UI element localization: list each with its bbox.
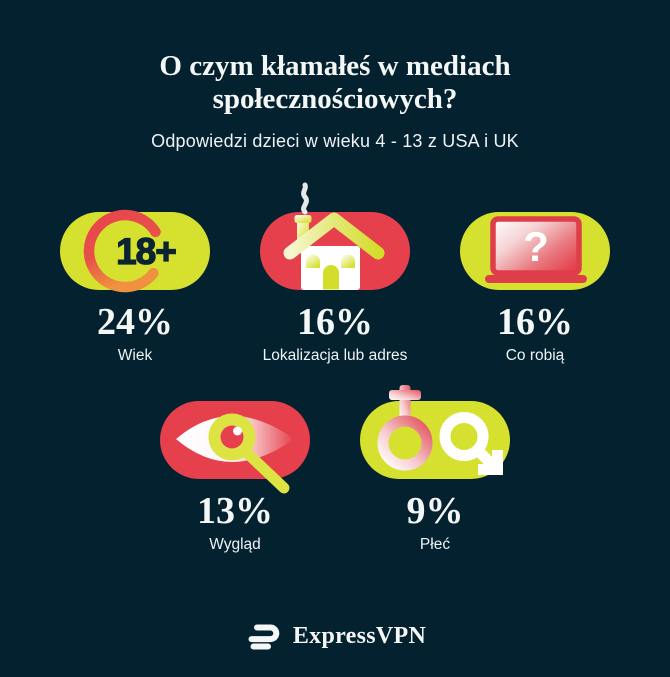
badge-18plus-text: 18+ xyxy=(116,231,176,272)
stat-activity: ? 16% Co robią xyxy=(435,212,635,365)
stat-age: 18+ 24% Wiek xyxy=(35,209,235,365)
page-title: O czym kłamałeś w mediach społecznościow… xyxy=(159,50,511,116)
header: O czym kłamałeś w mediach społecznościow… xyxy=(0,0,670,152)
window-left xyxy=(306,254,320,269)
age-18plus-icon-svg: 18+ xyxy=(60,209,210,293)
stat-percent: 24% xyxy=(97,301,173,344)
gender-symbols-icon-svg xyxy=(360,384,510,479)
stats-row-2: 13% Wygląd xyxy=(0,384,670,554)
laptop-base xyxy=(485,275,587,284)
laptop-question-icon: ? xyxy=(460,212,610,291)
ring-arc xyxy=(83,209,161,293)
expressvpn-logomark-icon xyxy=(248,624,280,650)
stat-label: Co robią xyxy=(505,346,565,364)
stat-percent: 16% xyxy=(297,301,373,344)
house-door xyxy=(323,265,339,290)
stat-location: 16% Lokalizacja lub adres xyxy=(235,182,435,365)
laptop-screen xyxy=(490,216,582,276)
house-icon-svg xyxy=(260,182,410,291)
stat-percent: 16% xyxy=(497,301,573,344)
stats-row-1: 18+ 24% Wiek xyxy=(0,182,670,365)
stat-appearance: 13% Wygląd xyxy=(135,400,335,554)
stat-label: Wygląd xyxy=(209,535,261,553)
stat-label: Lokalizacja lub adres xyxy=(262,346,408,364)
chimney-cap xyxy=(294,215,312,224)
chimney-smoke xyxy=(301,182,309,215)
gender-symbols-icon xyxy=(360,384,510,479)
female-symbol xyxy=(377,384,433,471)
stat-label: Wiek xyxy=(117,346,153,364)
eye-magnifier-icon-svg xyxy=(160,400,310,494)
brand-name: ExpressVPN xyxy=(292,622,427,649)
brand-footer: ExpressVPN xyxy=(0,621,670,651)
eye-magnifier-icon xyxy=(160,400,310,494)
magnifier-handle xyxy=(240,446,290,494)
stat-percent: 13% xyxy=(197,489,273,532)
age-18plus-icon: 18+ xyxy=(60,209,210,293)
house-roof xyxy=(283,212,385,260)
window-right xyxy=(341,254,355,269)
stat-percent: 9% xyxy=(406,489,464,532)
stat-gender: 9% Płeć xyxy=(335,384,535,554)
stat-label: Płeć xyxy=(419,535,451,553)
male-symbol xyxy=(439,411,503,475)
house-icon xyxy=(260,182,410,291)
pupil-highlight xyxy=(233,426,242,436)
laptop-question-icon-svg: ? xyxy=(460,212,610,291)
page-subtitle: Odpowiedzi dzieci w wieku 4 - 13 z USA i… xyxy=(151,131,519,152)
question-mark: ? xyxy=(523,223,549,270)
magnifier-lens-ring xyxy=(208,413,256,461)
